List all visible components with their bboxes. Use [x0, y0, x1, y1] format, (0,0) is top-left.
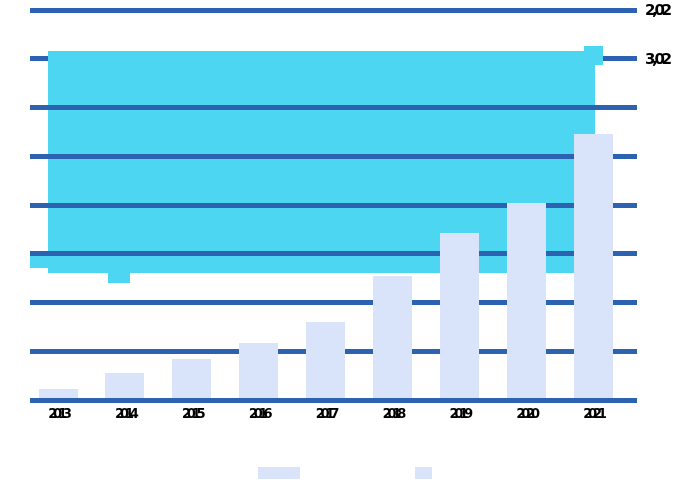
gridline: [30, 251, 637, 257]
x-axis-tick-label: 2021: [583, 407, 607, 422]
x-axis-tick-label: 2019: [449, 407, 473, 422]
line-series-bottom-marker: [108, 273, 130, 284]
gridline: [30, 7, 637, 13]
bar: [239, 342, 279, 400]
bar: [439, 232, 479, 400]
x-axis-tick-label: 2016: [248, 407, 273, 422]
gridline: [30, 105, 637, 110]
x-axis-tick-label: 2014: [115, 407, 139, 422]
line-series-left-marker: [30, 255, 48, 269]
x-axis-tick-label: 2020: [516, 407, 540, 422]
line-series-band: [48, 50, 595, 274]
x-axis-tick-label: 2015: [181, 407, 206, 422]
bar: [506, 203, 546, 400]
legend-swatch: [415, 467, 432, 479]
right-axis-tick-label: 3,02: [645, 49, 672, 68]
bar: [306, 322, 345, 400]
x-axis-line: [30, 397, 637, 403]
x-axis-tick-label: 2017: [315, 407, 340, 422]
bar: [38, 388, 78, 400]
bar: [573, 133, 613, 400]
right-axis-tick-label: 2,02: [645, 1, 672, 19]
x-axis-tick-label: 2013: [48, 407, 72, 422]
bar: [105, 373, 145, 400]
legend-swatch: [258, 467, 300, 479]
gridline: [30, 300, 637, 305]
gridline: [30, 153, 637, 159]
x-axis-tick-label: 2018: [382, 407, 407, 422]
line-series-last-point-marker: [583, 45, 603, 65]
bar: [172, 359, 212, 400]
gridline: [30, 202, 637, 208]
bar: [372, 276, 412, 400]
